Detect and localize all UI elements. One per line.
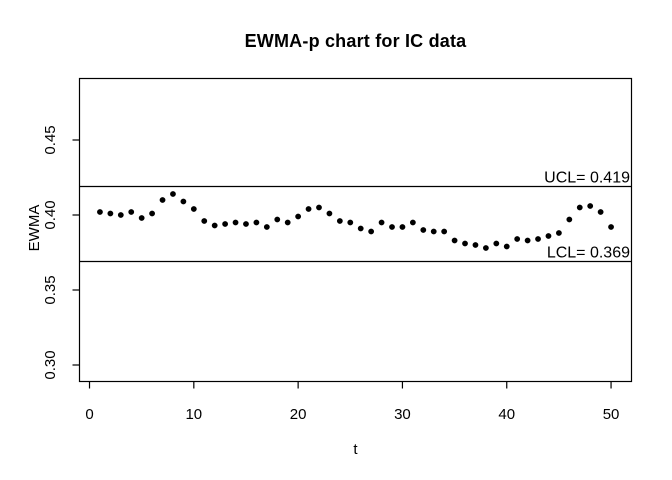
data-point xyxy=(482,245,489,251)
data-point xyxy=(368,228,375,235)
data-point xyxy=(409,219,416,226)
data-point xyxy=(316,204,322,211)
data-point xyxy=(597,209,604,215)
data-point xyxy=(441,228,448,235)
data-point xyxy=(420,227,427,233)
data-point xyxy=(232,219,239,226)
data-point xyxy=(274,216,281,223)
data-point xyxy=(347,219,354,226)
plot-border xyxy=(78,77,633,383)
lcl-label: LCL= 0.369 xyxy=(547,245,630,262)
x-tick-label: 0 xyxy=(85,406,93,423)
data-point xyxy=(201,218,208,224)
data-point xyxy=(378,219,385,226)
data-point xyxy=(117,212,124,218)
data-point xyxy=(576,204,583,211)
x-tick-label: 20 xyxy=(290,406,307,423)
data-point xyxy=(545,233,552,239)
data-point xyxy=(430,228,437,235)
data-point xyxy=(180,198,187,205)
data-point xyxy=(211,222,218,229)
data-point xyxy=(587,203,594,209)
data-point xyxy=(399,224,406,230)
y-tick-label: 0.30 xyxy=(42,350,59,379)
data-point xyxy=(253,219,260,226)
data-point xyxy=(326,210,333,217)
data-point xyxy=(284,219,291,226)
data-point xyxy=(159,197,166,203)
data-point xyxy=(336,218,343,224)
data-point xyxy=(524,237,531,244)
x-axis-label: t xyxy=(353,441,358,458)
ucl-label: UCL= 0.419 xyxy=(544,170,630,187)
data-point xyxy=(97,209,103,215)
data-point xyxy=(305,206,312,212)
data-point xyxy=(493,240,500,247)
data-point xyxy=(608,224,614,230)
data-point xyxy=(535,236,541,242)
data-point xyxy=(556,230,562,236)
data-point xyxy=(170,191,176,197)
data-point xyxy=(222,221,229,227)
data-point xyxy=(138,215,145,221)
data-point xyxy=(243,221,249,227)
data-point xyxy=(149,210,155,217)
data-point xyxy=(295,213,302,220)
x-tick-label: 10 xyxy=(185,406,202,423)
data-point xyxy=(566,216,573,223)
y-tick-label: 0.40 xyxy=(42,200,59,229)
data-point xyxy=(389,224,395,230)
data-point xyxy=(357,225,364,232)
data-point xyxy=(128,209,135,215)
data-point xyxy=(263,224,270,230)
x-tick-label: 50 xyxy=(603,406,620,423)
data-point xyxy=(190,206,197,212)
data-point xyxy=(503,243,510,250)
data-point xyxy=(462,240,468,247)
y-tick-label: 0.45 xyxy=(42,125,59,154)
y-tick-label: 0.35 xyxy=(42,275,59,304)
chart-title: EWMA-p chart for IC data xyxy=(244,31,467,51)
data-point xyxy=(472,242,479,248)
data-point xyxy=(451,237,458,244)
x-tick-label: 40 xyxy=(498,406,515,423)
x-tick-label: 30 xyxy=(394,406,411,423)
data-point xyxy=(514,236,521,242)
data-point xyxy=(107,210,114,217)
